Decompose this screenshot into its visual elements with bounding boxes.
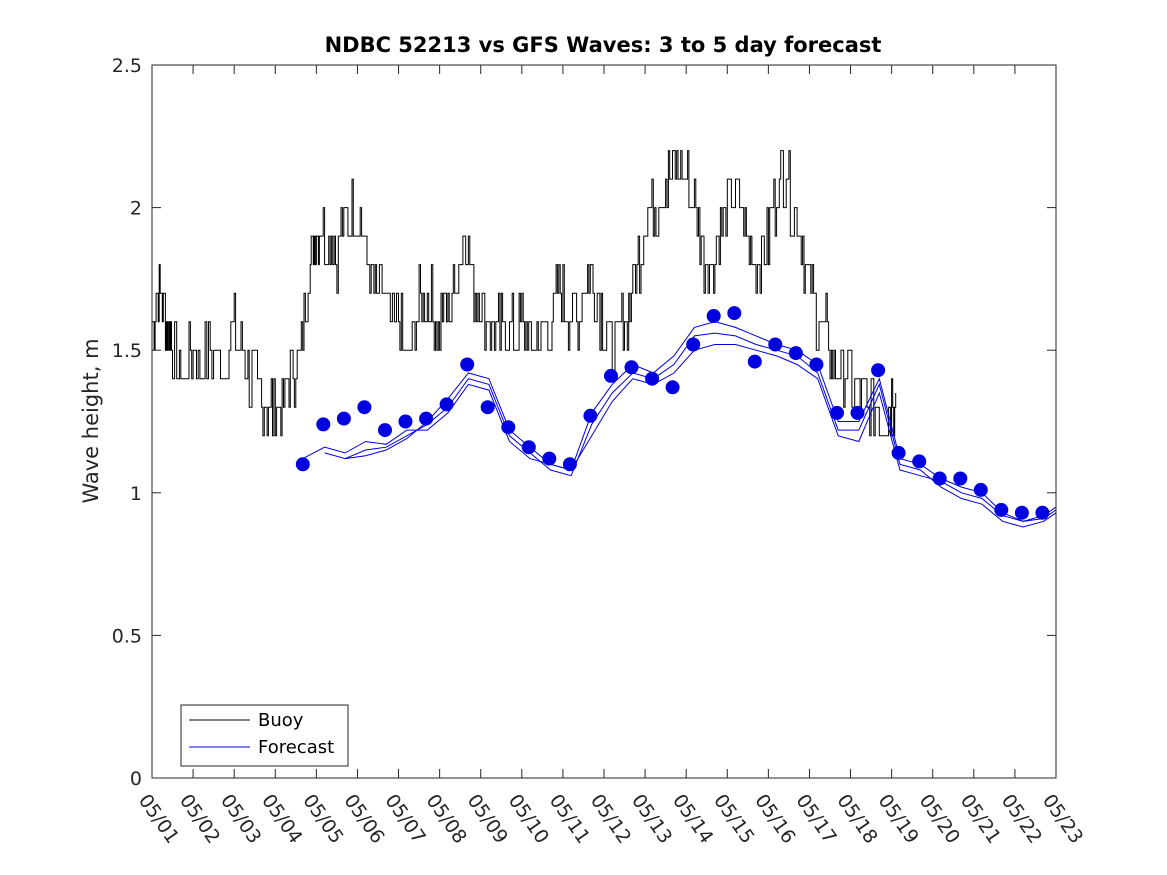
forecast-marker (747, 354, 762, 369)
legend-box (180, 704, 349, 767)
forecast-marker (439, 397, 454, 412)
forecast-marker (604, 368, 618, 383)
forecast-marker (378, 423, 392, 438)
forecast-marker (583, 408, 598, 423)
forecast-marker (871, 363, 886, 378)
legend-label-forecast: Forecast (258, 737, 334, 758)
y-tick-label: 1.5 (112, 340, 142, 362)
series-layer (152, 150, 1057, 528)
forecast-marker (336, 411, 351, 426)
forecast-marker (706, 309, 721, 323)
y-tick-label: 1 (130, 483, 142, 505)
forecast-marker (1014, 505, 1029, 520)
forecast-marker (398, 414, 413, 429)
y-tick-label: 2.5 (112, 55, 142, 77)
forecast-marker (460, 357, 475, 372)
forecast-marker (501, 420, 516, 435)
y-ticks: 0 0.5 1 1.5 2 2.5 (112, 55, 1056, 790)
legend: Buoy Forecast (180, 704, 349, 767)
forecast-marker (932, 471, 947, 486)
forecast-marker (645, 371, 660, 386)
forecast-marker (480, 400, 495, 415)
forecast-marker (357, 400, 372, 415)
forecast-marker (316, 417, 331, 432)
axes-box (151, 64, 1057, 779)
forecast-marker (686, 337, 701, 352)
series-buoy-line (152, 150, 897, 437)
forecast-marker (665, 380, 680, 395)
forecast-marker (727, 306, 742, 321)
legend-label-buoy: Buoy (258, 710, 304, 731)
forecast-marker (809, 357, 824, 372)
chart-title: NDBC 52213 vs GFS Waves: 3 to 5 day fore… (325, 33, 882, 57)
y-axis-label: Wave height, m (79, 338, 103, 503)
y-tick-label: 2 (130, 198, 142, 220)
forecast-marker (788, 346, 803, 361)
forecast-marker (521, 440, 536, 455)
forecast-marker (891, 445, 906, 460)
y-tick-label: 0 (130, 768, 142, 790)
forecast-marker (912, 454, 927, 469)
forecast-marker (973, 482, 988, 497)
y-tick-label: 0.5 (112, 625, 142, 647)
forecast-marker (953, 471, 968, 486)
forecast-marker (850, 405, 865, 420)
forecast-marker (768, 337, 783, 352)
forecast-marker (542, 451, 557, 466)
forecast-marker (994, 502, 1009, 517)
forecast-marker (624, 360, 639, 375)
forecast-marker (830, 405, 844, 420)
forecast-marker (295, 457, 310, 472)
forecast-marker (419, 411, 434, 426)
plot-area (151, 64, 1057, 779)
forecast-marker (562, 457, 577, 472)
forecast-marker (1035, 505, 1050, 520)
